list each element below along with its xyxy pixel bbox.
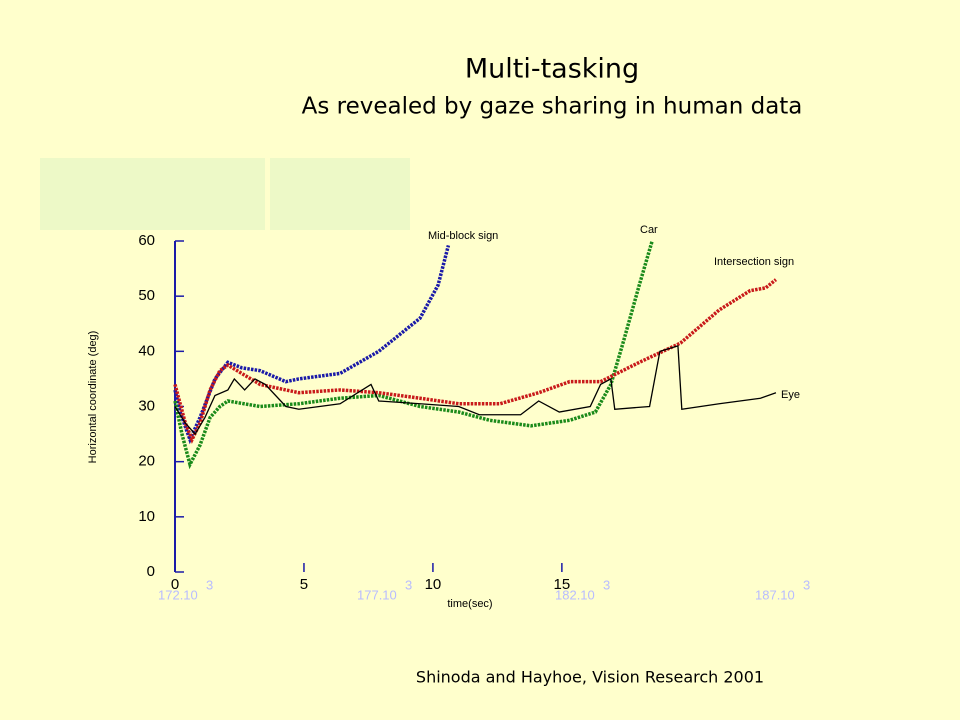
caption: Shinoda and Hayhoe, Vision Research 2001	[416, 668, 764, 687]
series-line	[173, 244, 451, 445]
ghost-label: 187.10	[755, 587, 795, 602]
series-label: Intersection sign	[714, 256, 794, 268]
y-tick-label: 40	[138, 342, 155, 359]
y-tick-label: 10	[138, 508, 155, 525]
x-tick-label: 5	[300, 576, 308, 593]
decor-box	[40, 158, 265, 230]
ghost-exponent: 3	[803, 577, 810, 592]
x-axis-label: time(sec)	[447, 598, 492, 610]
series-line	[173, 278, 778, 444]
series-line	[174, 344, 777, 436]
ghost-exponent: 3	[405, 577, 412, 592]
series-label: Mid-block sign	[428, 230, 498, 242]
y-axis-label: Horizontal coordinate (deg)	[87, 331, 99, 464]
ghost-exponent: 3	[603, 577, 610, 592]
ghost-exponent: 3	[206, 577, 213, 592]
ghost-label: 182.10	[555, 587, 595, 602]
y-tick-label: 50	[138, 287, 155, 304]
y-tick-label: 60	[138, 232, 155, 249]
series-label: Car	[640, 224, 658, 236]
y-tick-label: 0	[147, 563, 155, 580]
subtitle: As revealed by gaze sharing in human dat…	[302, 94, 803, 120]
series-line	[173, 240, 654, 470]
y-tick-label: 20	[138, 453, 155, 470]
x-tick-label: 0	[171, 576, 179, 593]
decor-box	[270, 158, 410, 230]
title: Multi-tasking	[465, 54, 639, 85]
ghost-label: 172.10	[158, 587, 198, 602]
y-tick-label: 30	[138, 397, 155, 414]
ghost-label: 177.10	[357, 587, 397, 602]
series-label: Eye	[781, 389, 800, 401]
x-tick-label: 10	[425, 576, 442, 593]
x-tick-label: 15	[554, 576, 571, 593]
